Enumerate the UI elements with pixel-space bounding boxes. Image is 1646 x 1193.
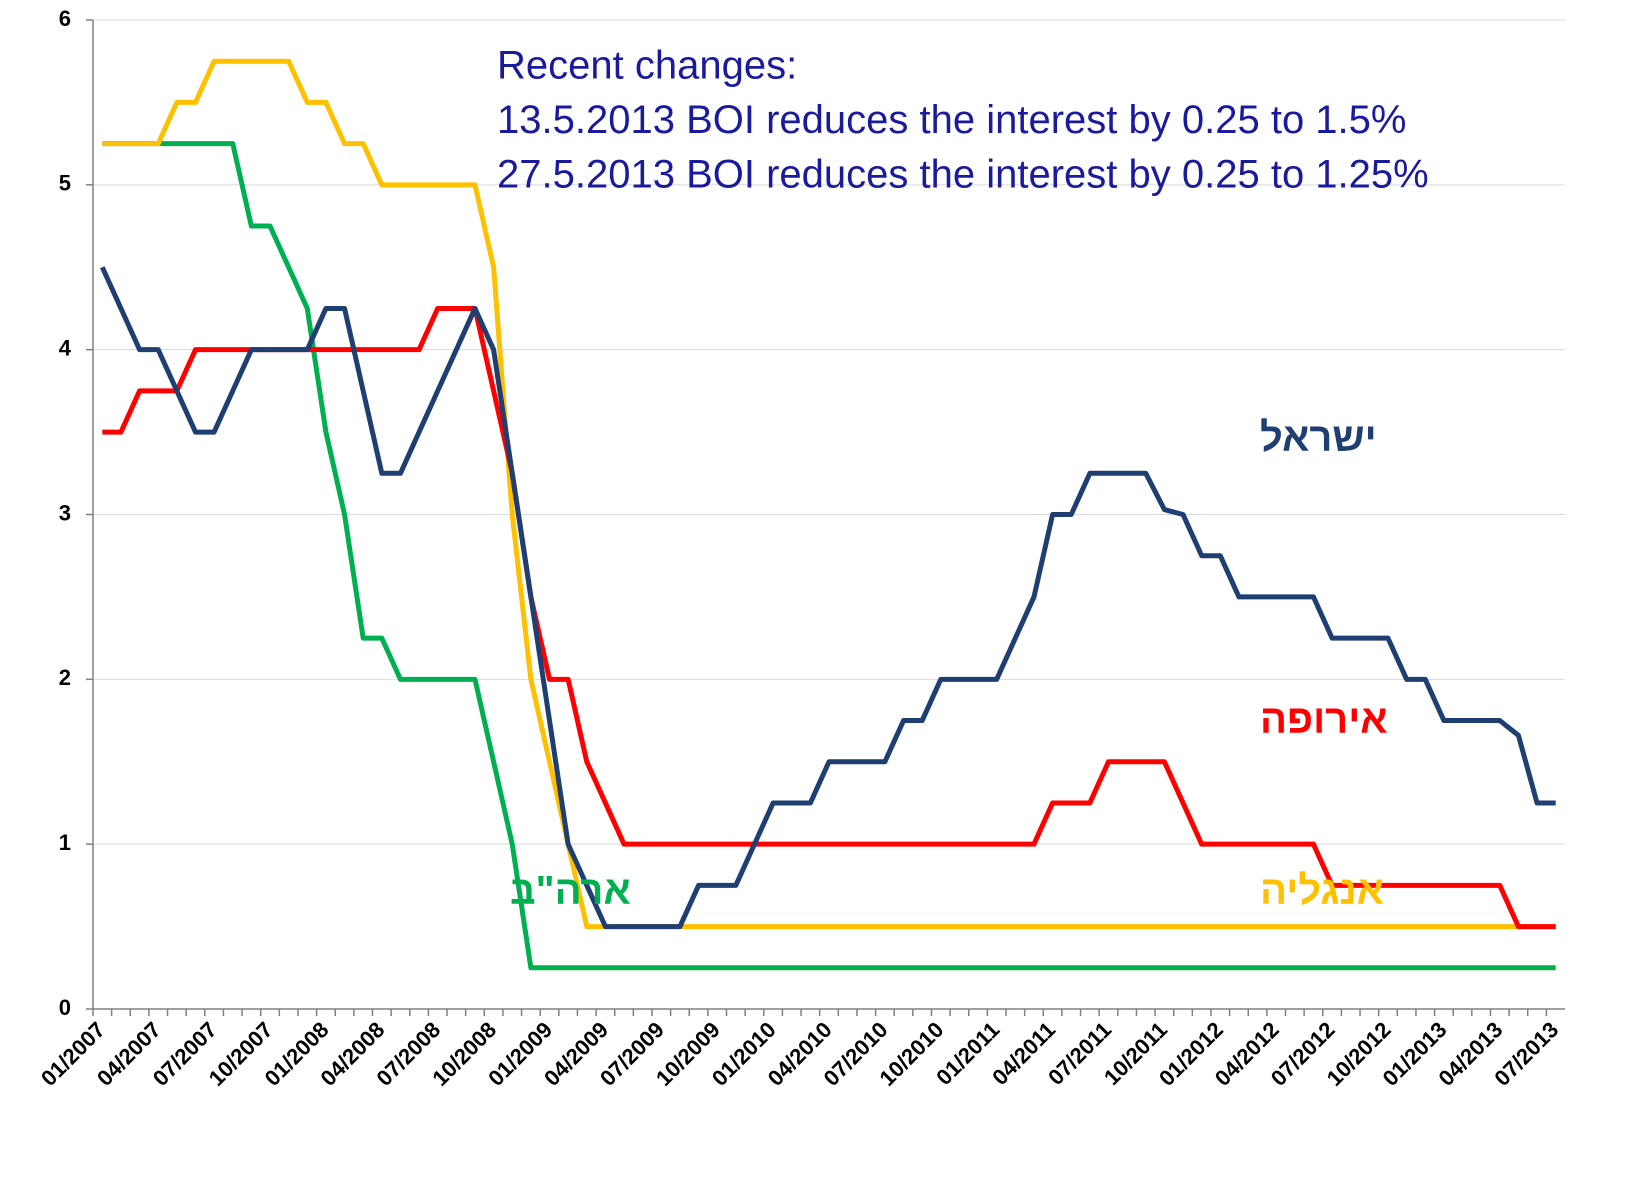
y-tick-label: 4 <box>59 335 72 360</box>
y-tick-label: 1 <box>59 830 71 855</box>
series-label: ארה"ב <box>510 869 631 913</box>
series-line <box>102 141 1556 971</box>
y-tick-label: 3 <box>59 500 71 525</box>
y-tick-label: 2 <box>59 665 71 690</box>
series-label: ישראל <box>1260 416 1377 460</box>
y-tick-label: 5 <box>59 171 71 196</box>
y-tick-label: 0 <box>59 995 71 1020</box>
annotation: Recent changes: <box>497 44 797 88</box>
y-tick-label: 6 <box>59 6 71 31</box>
series-line <box>100 266 1556 930</box>
annotation: 27.5.2013 BOI reduces the interest by 0.… <box>497 153 1429 197</box>
series-line <box>102 58 1556 930</box>
series-label: אירופה <box>1260 698 1388 742</box>
annotation: 13.5.2013 BOI reduces the interest by 0.… <box>497 98 1406 142</box>
series-label: אנגליה <box>1260 869 1384 913</box>
series-line <box>102 305 1556 930</box>
